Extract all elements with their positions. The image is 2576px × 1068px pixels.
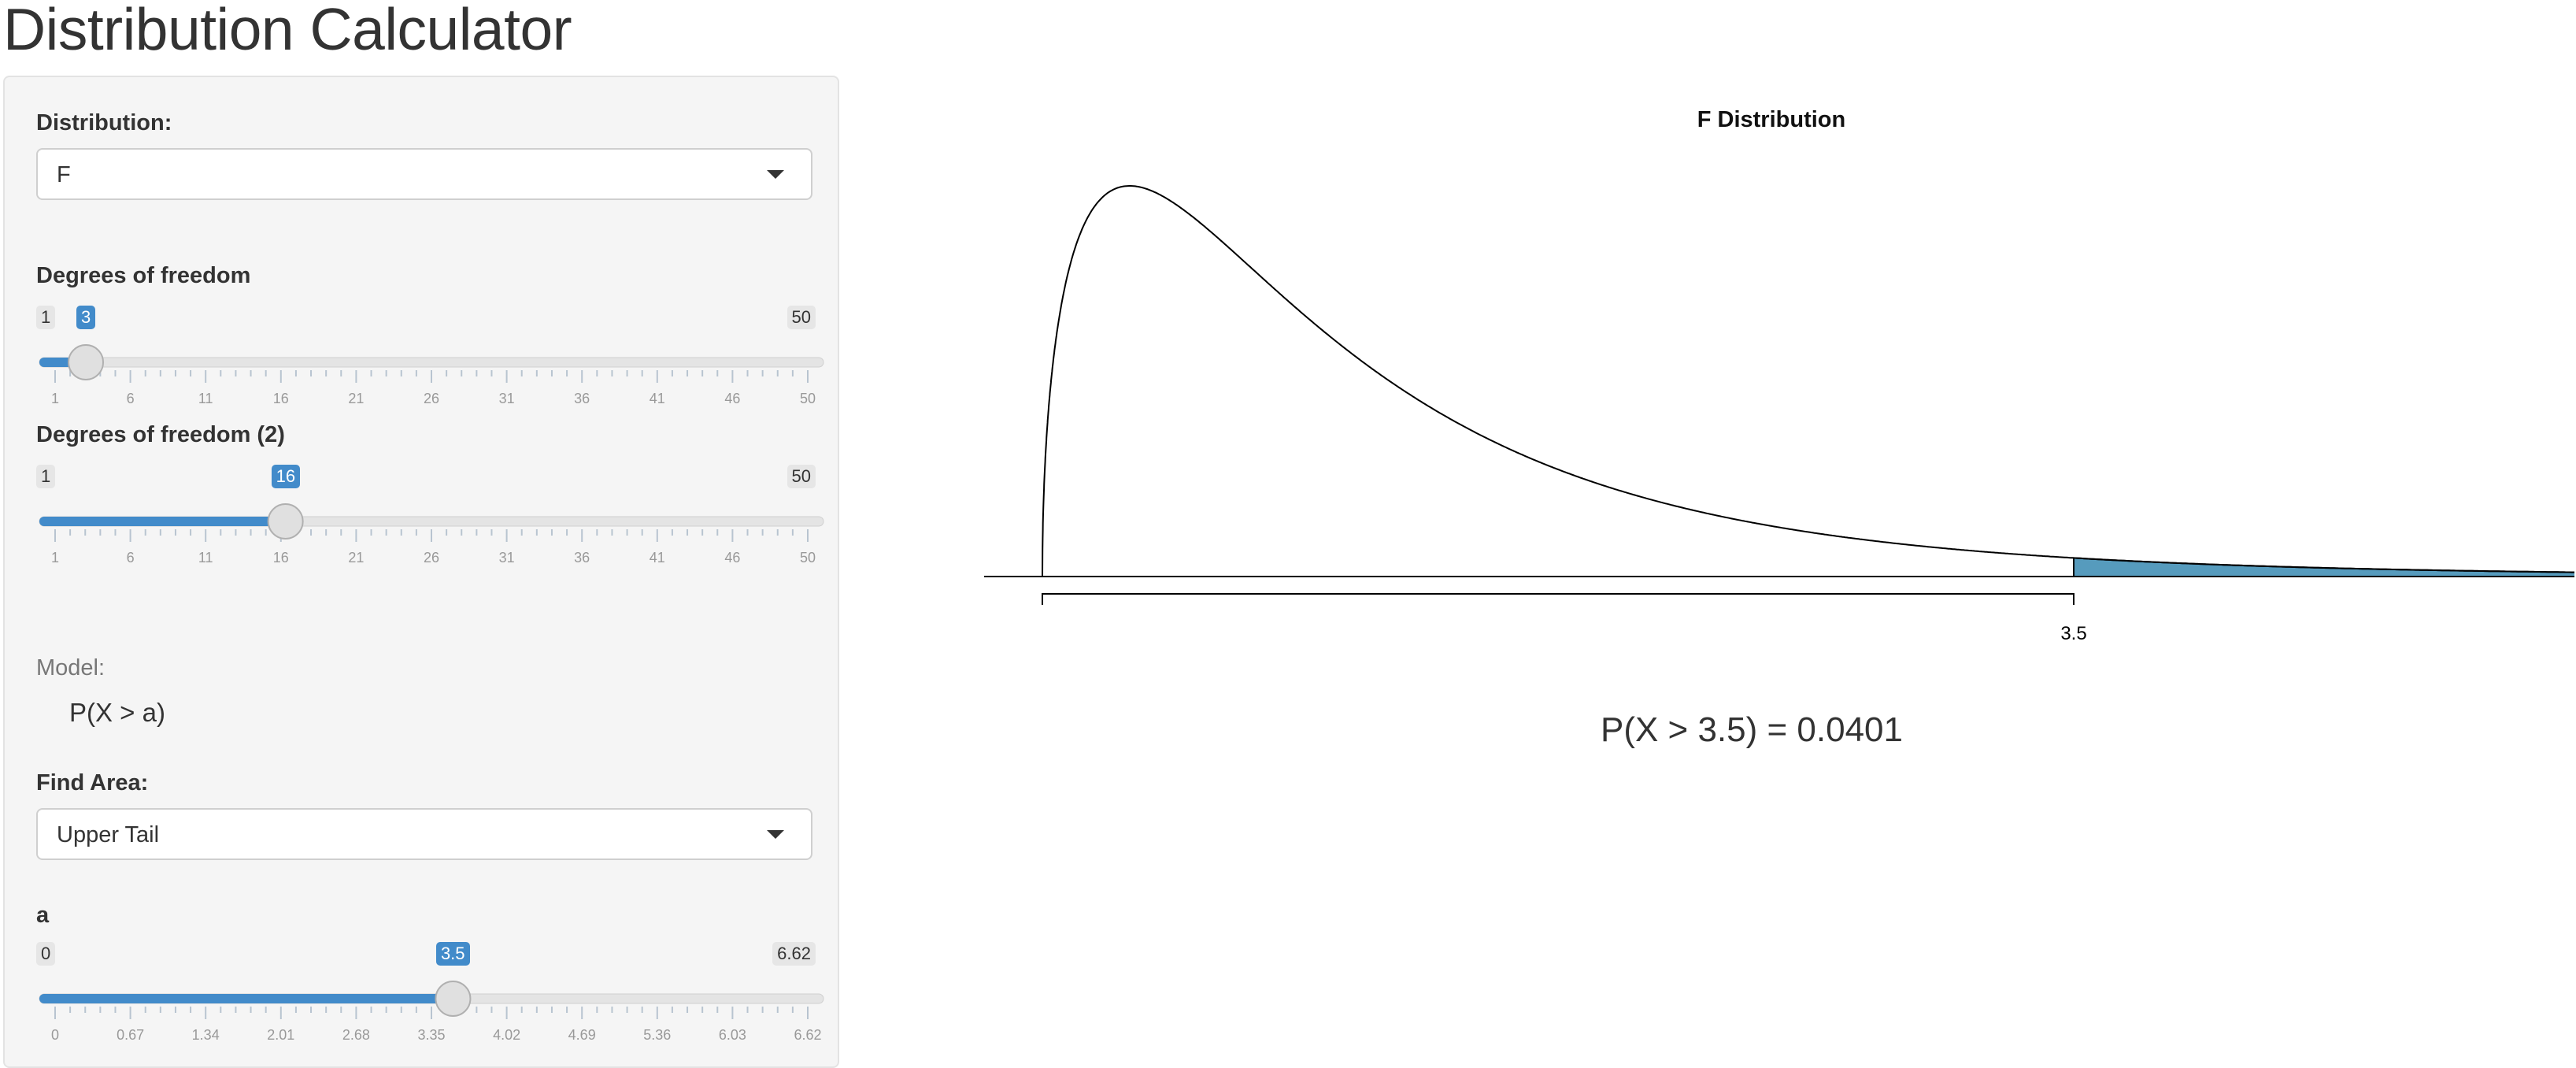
df1-slider-handle[interactable]	[68, 344, 105, 380]
slider-tick-label: 1	[51, 391, 59, 406]
slider-tick-label: 31	[499, 391, 515, 406]
df2-track-fill	[39, 517, 286, 526]
density-plot: 3.5	[984, 185, 2574, 644]
df1-label: Degrees of freedom	[36, 263, 251, 288]
slider-tick-label: 31	[499, 550, 515, 566]
df2-value-badge: 16	[271, 465, 301, 488]
slider-tick-label: 2.01	[267, 1027, 294, 1043]
slider-tick-label: 41	[650, 391, 665, 406]
slider-tick-label: 46	[724, 391, 740, 406]
chart-title: F Distribution	[1697, 107, 1846, 132]
df1-slider-track[interactable]: 1 6 11 16 21 26 31 36 41 46 50	[36, 323, 824, 417]
a-slider-track[interactable]: 0 0.67 1.34 2.01 2.68 3.35 4.02 4.69 5.36 6.03 6.6…	[36, 959, 824, 1054]
app-page: Distribution Calculator Distribution: F …	[3, 0, 2574, 1068]
find-area-select-value: Upper Tail	[57, 822, 160, 847]
slider-tick-label: 1.34	[192, 1027, 220, 1043]
slider-tick-label: 6.03	[719, 1027, 746, 1043]
model-expression: P(X > a)	[69, 698, 165, 727]
a-track-fill	[39, 994, 453, 1003]
slider-tick-label: 36	[574, 550, 590, 566]
a-label: a	[36, 903, 50, 928]
df2-max-badge: 50	[786, 465, 816, 488]
slider-tick-label: 21	[348, 550, 364, 566]
x-tick-label: 3.5	[2060, 623, 2086, 644]
model-label: Model:	[36, 655, 105, 680]
slider-tick-label: 26	[424, 391, 439, 406]
slider-tick-label: 16	[273, 550, 289, 566]
slider-tick-label: 11	[198, 550, 213, 566]
slider-tick-label: 5.36	[643, 1027, 671, 1043]
x-axis	[1042, 593, 2074, 605]
df2-min-badge: 1	[36, 465, 56, 488]
chevron-down-icon	[767, 830, 784, 839]
df1-min-badge: 1	[36, 306, 56, 329]
sidebar-panel: Distribution: F Degrees of freedom 1 50 3 1…	[3, 76, 839, 1068]
slider-tick-label: 36	[574, 391, 590, 406]
slider-tick-label: 6	[127, 550, 135, 566]
df2-label: Degrees of freedom (2)	[36, 422, 285, 447]
slider-tick-label: 0	[51, 1027, 59, 1043]
slider-tick-label: 11	[198, 391, 213, 406]
chevron-down-icon	[767, 170, 784, 179]
slider-tick-label: 16	[273, 391, 289, 406]
df1-max-badge: 50	[786, 306, 816, 329]
slider-tick-label: 6.62	[794, 1027, 821, 1043]
slider-tick-label: 4.02	[493, 1027, 520, 1043]
slider-tick-label: 4.69	[568, 1027, 596, 1043]
slider-tick-label: 41	[650, 550, 665, 566]
density-curve	[1042, 185, 2574, 577]
df2-slider-handle[interactable]	[267, 503, 304, 540]
df1-track-bg	[39, 357, 824, 368]
df2-slider-track[interactable]: 1 6 11 16 21 26 31 36 41 46 50	[36, 482, 824, 577]
slider-tick-label: 46	[724, 550, 740, 566]
a-max-badge: 6.62	[772, 942, 816, 966]
a-slider[interactable]: 0 6.62 3.5 0 0.67 1.34 2.01 2.68 3.35 4.02 4.69 5.3…	[36, 939, 824, 1049]
distribution-select[interactable]: F	[36, 148, 812, 200]
df1-slider[interactable]: 1 50 3 1 6 11 16 21 26 31 36 41 46 50	[36, 302, 824, 413]
slider-tick-label: 2.68	[342, 1027, 370, 1043]
slider-tick-label: 50	[800, 391, 816, 406]
find-area-select[interactable]: Upper Tail	[36, 808, 812, 860]
a-slider-handle[interactable]	[435, 981, 472, 1017]
find-area-label: Find Area:	[36, 770, 149, 795]
a-value-badge: 3.5	[435, 942, 470, 966]
df2-slider[interactable]: 1 50 16 1 6 11 16 21 26 31 36 41 46 50	[36, 462, 824, 572]
df1-value-badge: 3	[76, 306, 96, 329]
slider-tick-label: 26	[424, 550, 439, 566]
slider-tick-label: 50	[800, 550, 816, 566]
slider-tick-label: 6	[127, 391, 135, 406]
distribution-select-value: F	[57, 162, 71, 187]
distribution-label: Distribution:	[36, 110, 172, 135]
slider-tick-label: 3.35	[417, 1027, 445, 1043]
slider-tick-label: 21	[348, 391, 364, 406]
page-title: Distribution Calculator	[3, 0, 572, 62]
slider-tick-label: 1	[51, 550, 59, 566]
probability-result: P(X > 3.5) = 0.0401	[1600, 710, 1904, 749]
a-min-badge: 0	[36, 942, 56, 966]
slider-tick-label: 0.67	[117, 1027, 144, 1043]
